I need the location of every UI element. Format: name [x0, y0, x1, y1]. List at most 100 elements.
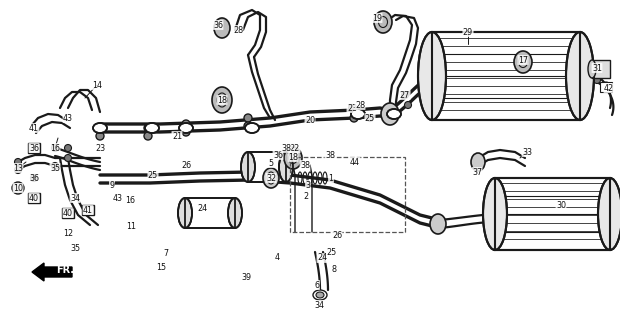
Text: 7: 7 — [164, 250, 169, 259]
Text: 27: 27 — [400, 91, 410, 100]
Text: 24: 24 — [197, 204, 207, 212]
Text: 25: 25 — [365, 114, 375, 123]
Text: 13: 13 — [13, 164, 23, 172]
Bar — [432, 32, 580, 120]
Text: 35: 35 — [50, 164, 60, 172]
Text: 40: 40 — [29, 194, 39, 203]
Ellipse shape — [214, 18, 230, 38]
Bar — [600, 82, 612, 92]
Ellipse shape — [241, 152, 255, 182]
Ellipse shape — [514, 51, 532, 73]
Text: 21: 21 — [172, 132, 182, 140]
Text: 43: 43 — [63, 114, 73, 123]
Text: 16: 16 — [50, 143, 60, 153]
Text: 23: 23 — [347, 103, 357, 113]
Text: 34: 34 — [314, 300, 324, 309]
Text: 25: 25 — [327, 247, 337, 257]
Text: 17: 17 — [518, 55, 528, 65]
Circle shape — [64, 145, 71, 151]
Circle shape — [404, 101, 412, 108]
Ellipse shape — [381, 103, 399, 125]
Bar — [290, 157, 405, 232]
Circle shape — [244, 114, 252, 122]
Text: 18: 18 — [288, 153, 298, 162]
Circle shape — [386, 112, 394, 120]
Circle shape — [51, 145, 58, 151]
Ellipse shape — [588, 60, 596, 78]
Text: 29: 29 — [463, 28, 473, 36]
Circle shape — [30, 174, 37, 181]
Circle shape — [64, 155, 71, 162]
Ellipse shape — [566, 32, 594, 120]
Circle shape — [402, 92, 409, 99]
Ellipse shape — [284, 147, 302, 169]
Text: 28: 28 — [233, 26, 243, 35]
Ellipse shape — [351, 109, 365, 119]
Text: 8: 8 — [332, 266, 337, 275]
Text: 19: 19 — [372, 13, 382, 22]
Text: 26: 26 — [332, 230, 342, 239]
Ellipse shape — [598, 178, 620, 250]
Text: 37: 37 — [472, 167, 482, 177]
Text: 2: 2 — [303, 191, 309, 201]
Text: 4: 4 — [275, 253, 280, 262]
Circle shape — [606, 84, 613, 92]
Text: 9: 9 — [110, 180, 115, 189]
Ellipse shape — [483, 178, 507, 250]
Text: 24: 24 — [317, 253, 327, 262]
Text: FR.: FR. — [56, 265, 74, 275]
Text: 16: 16 — [125, 196, 135, 204]
Text: 41: 41 — [83, 205, 93, 214]
Text: 38: 38 — [281, 143, 291, 153]
Circle shape — [593, 67, 601, 74]
Ellipse shape — [313, 290, 327, 300]
Circle shape — [182, 120, 190, 128]
Text: 33: 33 — [522, 148, 532, 156]
Circle shape — [96, 132, 104, 140]
Circle shape — [12, 182, 24, 194]
Text: 41: 41 — [29, 124, 39, 132]
Circle shape — [386, 104, 394, 112]
Text: 28: 28 — [355, 100, 365, 109]
Ellipse shape — [430, 214, 446, 234]
Text: 43: 43 — [113, 194, 123, 203]
Circle shape — [51, 163, 58, 170]
Bar — [248, 152, 286, 182]
Circle shape — [350, 106, 358, 114]
Circle shape — [366, 115, 373, 122]
Text: 26: 26 — [181, 161, 191, 170]
Text: 31: 31 — [592, 63, 602, 73]
Circle shape — [14, 166, 22, 173]
Bar — [62, 208, 74, 218]
Bar — [592, 60, 610, 78]
Text: 12: 12 — [63, 228, 73, 237]
Text: 10: 10 — [13, 183, 23, 193]
Text: 32: 32 — [266, 173, 276, 182]
Ellipse shape — [179, 123, 193, 133]
Ellipse shape — [245, 123, 259, 133]
Bar — [495, 178, 610, 250]
Circle shape — [144, 124, 152, 132]
Circle shape — [350, 114, 358, 122]
Text: 11: 11 — [126, 221, 136, 230]
Bar — [28, 143, 40, 153]
Text: 18: 18 — [217, 95, 227, 105]
Text: 40: 40 — [63, 209, 73, 218]
Circle shape — [182, 128, 190, 136]
Text: 5: 5 — [268, 158, 273, 167]
Text: 20: 20 — [305, 116, 315, 124]
Ellipse shape — [212, 87, 232, 113]
Ellipse shape — [387, 109, 401, 119]
Bar — [248, 152, 286, 182]
Text: 6: 6 — [314, 281, 319, 290]
Text: 36: 36 — [213, 20, 223, 29]
Ellipse shape — [228, 198, 242, 228]
Text: 22: 22 — [290, 143, 300, 153]
Ellipse shape — [279, 152, 293, 182]
Ellipse shape — [316, 292, 324, 298]
Ellipse shape — [263, 168, 279, 188]
Text: 38: 38 — [300, 161, 310, 170]
Ellipse shape — [93, 123, 107, 133]
Ellipse shape — [178, 198, 192, 228]
Text: 36: 36 — [29, 143, 39, 153]
